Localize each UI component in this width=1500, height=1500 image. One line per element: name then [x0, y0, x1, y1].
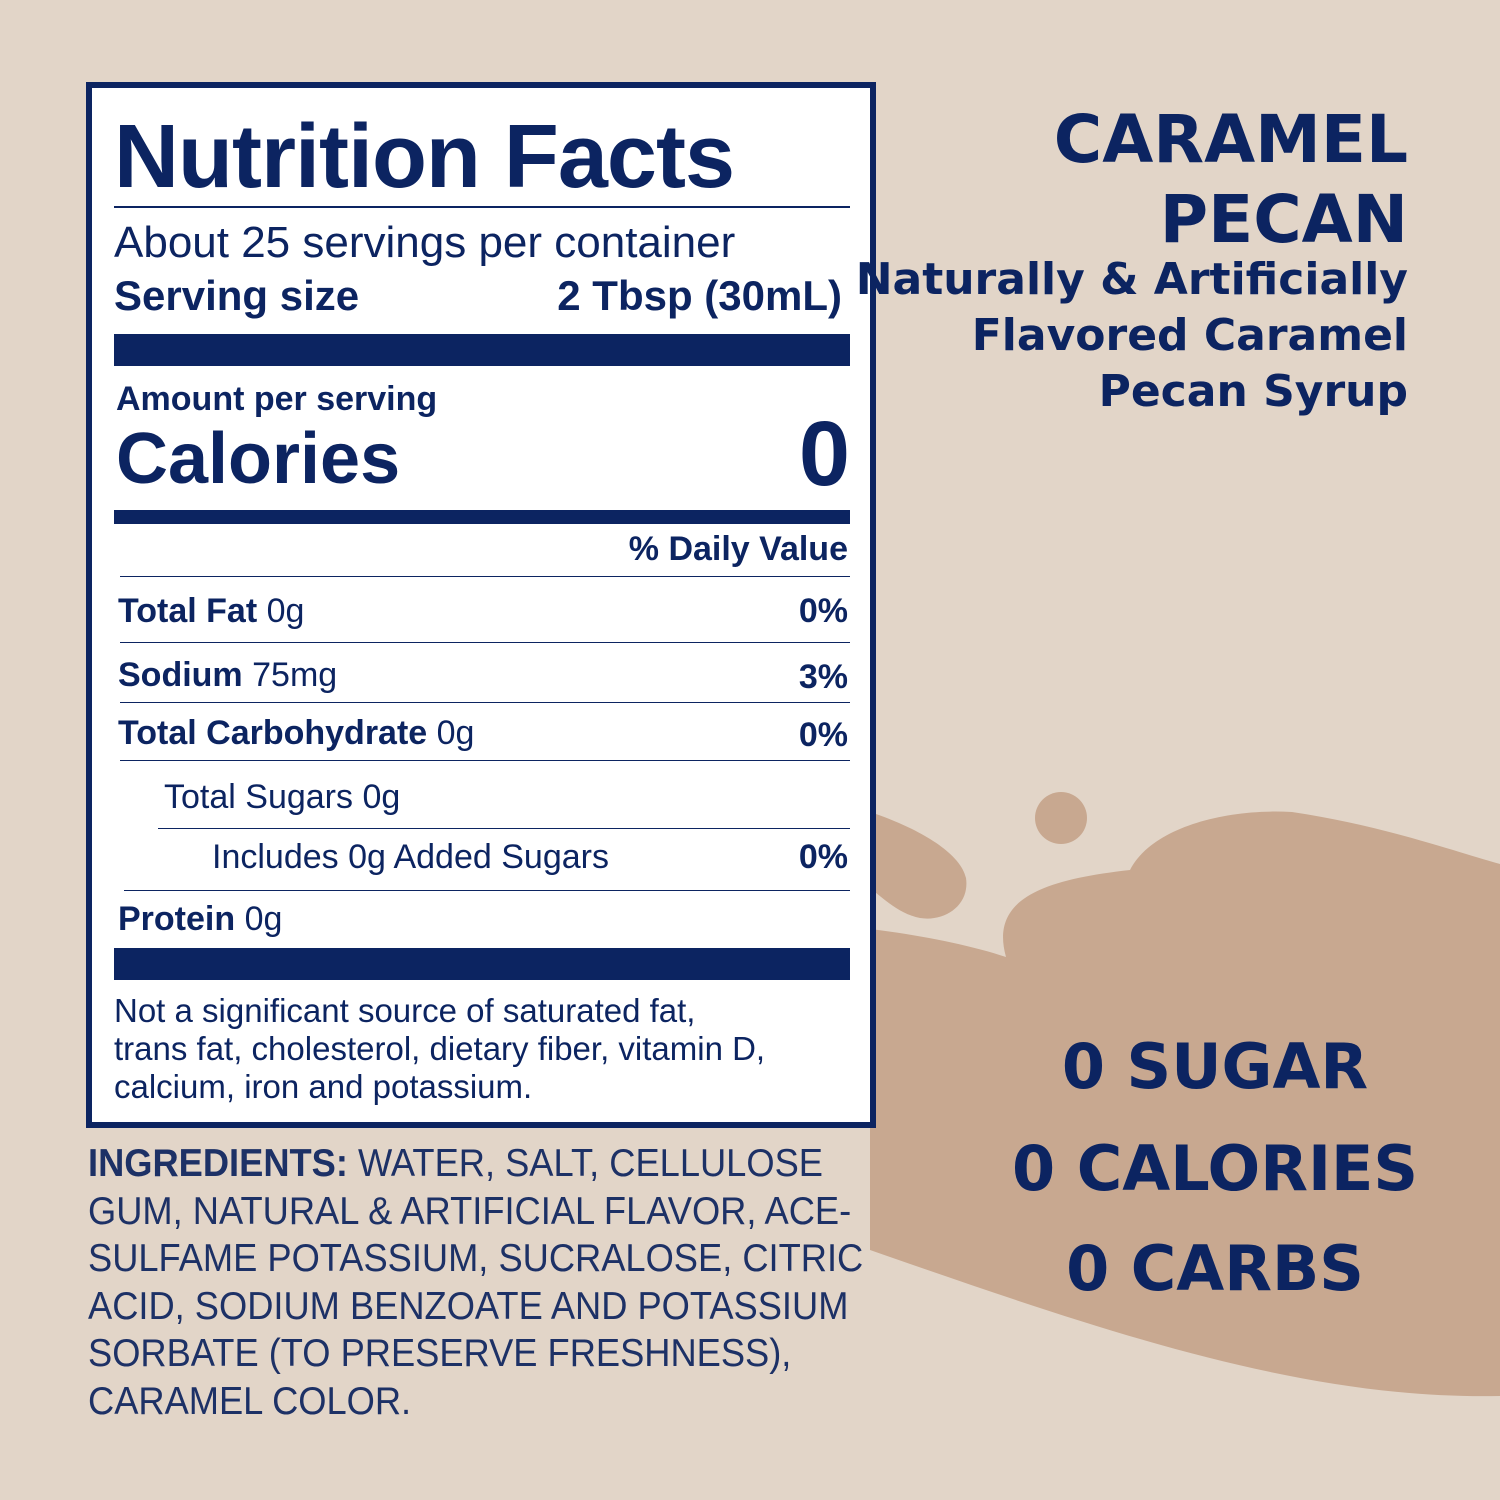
serving-size-label: Serving size — [114, 272, 360, 319]
product-name-line: CARAMEL — [1053, 101, 1408, 178]
nutrition-facts-panel: Nutrition Facts About 25 servings per co… — [86, 82, 876, 1128]
serving-size-value: 2 Tbsp (30mL) — [557, 272, 842, 319]
footnote-line: calcium, iron and potassium. — [114, 1068, 533, 1105]
dv-total-carbohydrate: 0% — [798, 716, 848, 754]
row-sodium: Sodium 75mg — [118, 656, 338, 694]
row-total-fat: Total Fat 0g — [118, 592, 305, 630]
splash-blob — [870, 811, 1500, 1397]
calories-value: 0 — [798, 403, 850, 505]
row-protein: Protein 0g — [118, 900, 283, 938]
product-description: Naturally & Artificially Flavored Carame… — [856, 252, 1408, 420]
row-added-sugars: Includes 0g Added Sugars — [212, 838, 609, 876]
footnote: Not a significant source of saturated fa… — [114, 992, 765, 1106]
product-name-line: PECAN — [1159, 181, 1408, 258]
row-total-sugars: Total Sugars 0g — [164, 778, 401, 816]
divider — [120, 760, 850, 761]
ingredients-line: ACID, SODIUM BENZOATE AND POTASSIUM — [88, 1284, 849, 1328]
calories-label: Calories — [116, 419, 401, 499]
amount-per-serving: Amount per serving — [116, 380, 438, 418]
ingredients-line: WATER, SALT, CELLULOSE — [347, 1142, 823, 1185]
dv-added-sugars: 0% — [798, 838, 848, 876]
claim-calories: 0 CALORIES — [1011, 1132, 1419, 1205]
divider — [120, 642, 850, 643]
row-total-carbohydrate: Total Carbohydrate 0g — [118, 714, 475, 752]
servings-per-container: About 25 servings per container — [114, 218, 736, 267]
nutrition-title: Nutrition Facts — [114, 107, 735, 207]
daily-value-header: % Daily Value — [628, 530, 848, 568]
divider — [120, 576, 850, 577]
divider — [120, 702, 850, 703]
thick-divider — [114, 334, 850, 366]
footnote-line: trans fat, cholesterol, dietary fiber, v… — [114, 1030, 766, 1067]
divider — [124, 890, 850, 891]
description-line: Flavored Caramel — [971, 310, 1408, 361]
ingredients-line: SORBATE (TO PRESERVE FRESHNESS), — [88, 1332, 792, 1375]
medium-divider — [114, 510, 850, 524]
ingredients-line: GUM, NATURAL & ARTIFICIAL FLAVOR, ACE- — [88, 1189, 852, 1233]
ingredients: INGREDIENTS: WATER, SALT, CELLULOSE GUM,… — [88, 1140, 863, 1425]
divider — [114, 206, 850, 208]
description-line: Naturally & Artificially — [855, 254, 1408, 305]
ingredients-line: SULFAME POTASSIUM, SUCRALOSE, CITRIC — [88, 1237, 864, 1280]
ingredients-line: CARAMEL COLOR. — [88, 1379, 412, 1423]
ingredients-label: INGREDIENTS: — [88, 1142, 348, 1185]
divider — [158, 828, 850, 829]
product-name: CARAMEL PECAN — [1054, 100, 1408, 260]
description-line: Pecan Syrup — [1098, 366, 1408, 417]
claim-carbs: 0 CARBS — [1066, 1232, 1364, 1305]
dv-total-fat: 0% — [798, 592, 848, 630]
splash-drop-finger — [870, 812, 967, 919]
thick-divider — [114, 948, 850, 980]
splash-drop-dot — [1035, 792, 1087, 844]
footnote-line: Not a significant source of saturated fa… — [114, 992, 696, 1029]
claim-sugar: 0 SUGAR — [1061, 1030, 1369, 1103]
dv-sodium: 3% — [798, 658, 848, 696]
